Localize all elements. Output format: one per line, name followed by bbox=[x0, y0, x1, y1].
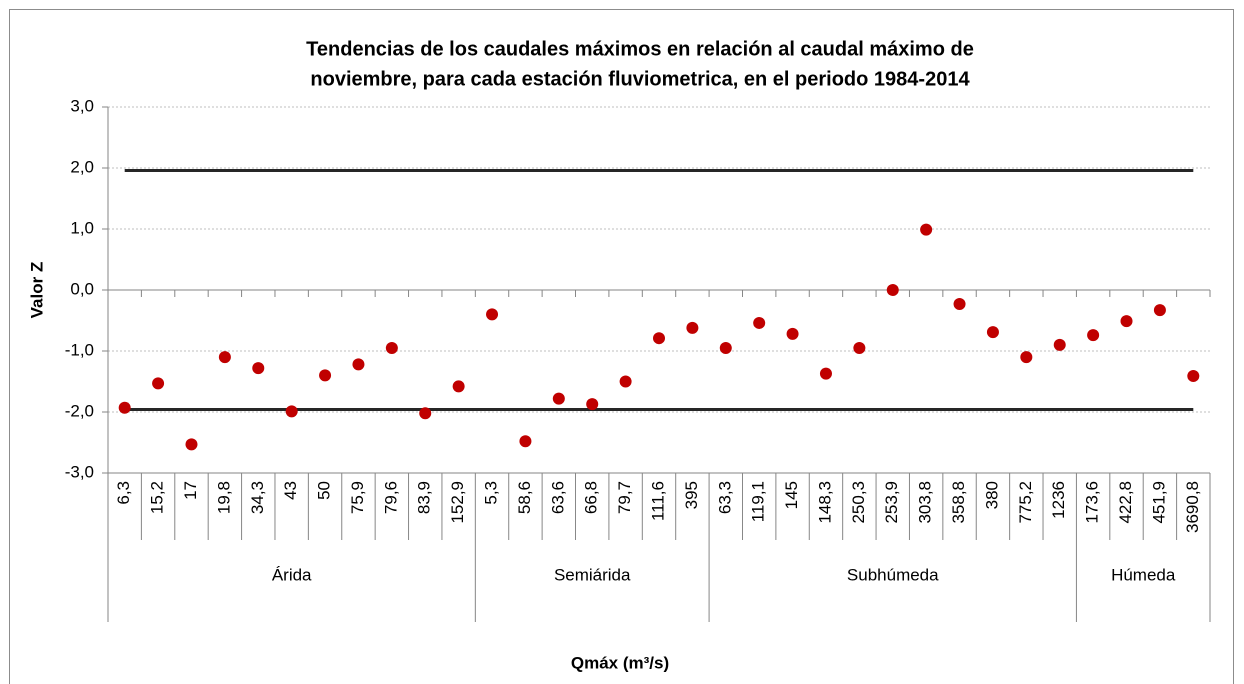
x-axis-title: Qmáx (m³/s) bbox=[571, 653, 669, 672]
data-point bbox=[719, 341, 732, 354]
data-point bbox=[419, 407, 432, 420]
data-point bbox=[786, 327, 799, 340]
x-tick-label: 775,2 bbox=[1016, 481, 1035, 524]
data-point bbox=[586, 398, 599, 411]
group-label: Árida bbox=[272, 565, 312, 584]
x-tick-label: 152,9 bbox=[448, 481, 467, 524]
x-tick-label: 3690,8 bbox=[1183, 481, 1202, 533]
data-point bbox=[1020, 351, 1033, 364]
x-tick-label: 83,9 bbox=[415, 481, 434, 514]
x-tick-label: 15,2 bbox=[148, 481, 167, 514]
data-point bbox=[352, 358, 365, 371]
data-point bbox=[319, 369, 332, 382]
data-point bbox=[1187, 370, 1200, 383]
group-label: Subhúmeda bbox=[847, 565, 939, 584]
data-point bbox=[385, 341, 398, 354]
x-tick-label: 380 bbox=[982, 481, 1001, 509]
x-tick-label: 5,3 bbox=[482, 481, 501, 505]
x-tick-label: 79,7 bbox=[615, 481, 634, 514]
x-tick-label: 66,8 bbox=[582, 481, 601, 514]
x-tick-label: 17 bbox=[181, 481, 200, 500]
data-point bbox=[519, 435, 532, 448]
chart-title: noviembre, para cada estación fluviometr… bbox=[310, 68, 970, 90]
data-point bbox=[986, 326, 999, 339]
x-tick-label: 111,6 bbox=[648, 481, 667, 521]
x-tick-label: 250,3 bbox=[849, 481, 868, 524]
x-tick-label: 173,6 bbox=[1083, 481, 1102, 524]
x-tick-label: 148,3 bbox=[815, 481, 834, 524]
x-tick-label: 119,1 bbox=[749, 481, 768, 522]
data-point bbox=[753, 316, 766, 329]
data-point bbox=[285, 405, 298, 418]
y-tick-label: 3,0 bbox=[70, 96, 94, 115]
x-tick-label: 253,9 bbox=[882, 481, 901, 524]
y-tick-label: 2,0 bbox=[70, 157, 94, 176]
x-tick-label: 79,6 bbox=[381, 481, 400, 514]
x-tick-label: 422,8 bbox=[1116, 481, 1135, 524]
data-point bbox=[653, 332, 665, 345]
data-point bbox=[619, 375, 632, 388]
x-tick-label: 63,6 bbox=[548, 481, 567, 514]
x-tick-label: 395 bbox=[682, 481, 701, 509]
data-point bbox=[185, 438, 198, 451]
x-tick-label: 145 bbox=[782, 481, 801, 509]
y-tick-label: 1,0 bbox=[70, 218, 94, 237]
data-point bbox=[218, 351, 231, 364]
y-tick-label: -3,0 bbox=[65, 462, 94, 481]
y-tick-label: -2,0 bbox=[65, 401, 94, 420]
x-tick-label: 63,3 bbox=[715, 481, 734, 514]
data-point bbox=[1153, 304, 1166, 317]
data-point bbox=[953, 298, 966, 311]
data-point bbox=[686, 321, 699, 334]
group-label: Semiárida bbox=[554, 565, 631, 584]
data-point bbox=[452, 380, 465, 393]
x-tick-label: 358,8 bbox=[949, 481, 968, 524]
data-point bbox=[920, 223, 933, 236]
data-point bbox=[886, 284, 899, 296]
y-tick-label: -1,0 bbox=[65, 340, 94, 359]
y-axis-title: Valor Z bbox=[27, 262, 46, 319]
data-point bbox=[819, 367, 832, 380]
data-point bbox=[1053, 338, 1066, 351]
data-point bbox=[152, 377, 165, 390]
x-tick-label: 1236 bbox=[1049, 481, 1068, 519]
x-tick-label: 6,3 bbox=[114, 481, 133, 505]
x-tick-label: 19,8 bbox=[214, 481, 233, 514]
x-tick-label: 451,9 bbox=[1149, 481, 1168, 524]
data-point bbox=[118, 401, 131, 414]
x-tick-label: 43 bbox=[281, 481, 300, 500]
data-point bbox=[252, 362, 265, 375]
chart-frame bbox=[9, 9, 1234, 684]
data-point bbox=[853, 341, 866, 354]
data-point bbox=[1120, 315, 1133, 328]
data-point bbox=[552, 392, 565, 405]
x-tick-label: 58,6 bbox=[515, 481, 534, 514]
x-tick-label: 303,8 bbox=[916, 481, 935, 524]
data-point bbox=[1087, 329, 1100, 342]
x-tick-label: 34,3 bbox=[248, 481, 267, 514]
data-point bbox=[486, 308, 499, 321]
group-label: Húmeda bbox=[1111, 565, 1176, 584]
x-tick-label: 50 bbox=[315, 481, 334, 500]
y-tick-label: 0,0 bbox=[70, 279, 94, 298]
chart-title: Tendencias de los caudales máximos en re… bbox=[306, 38, 974, 60]
x-tick-label: 75,9 bbox=[348, 481, 367, 514]
